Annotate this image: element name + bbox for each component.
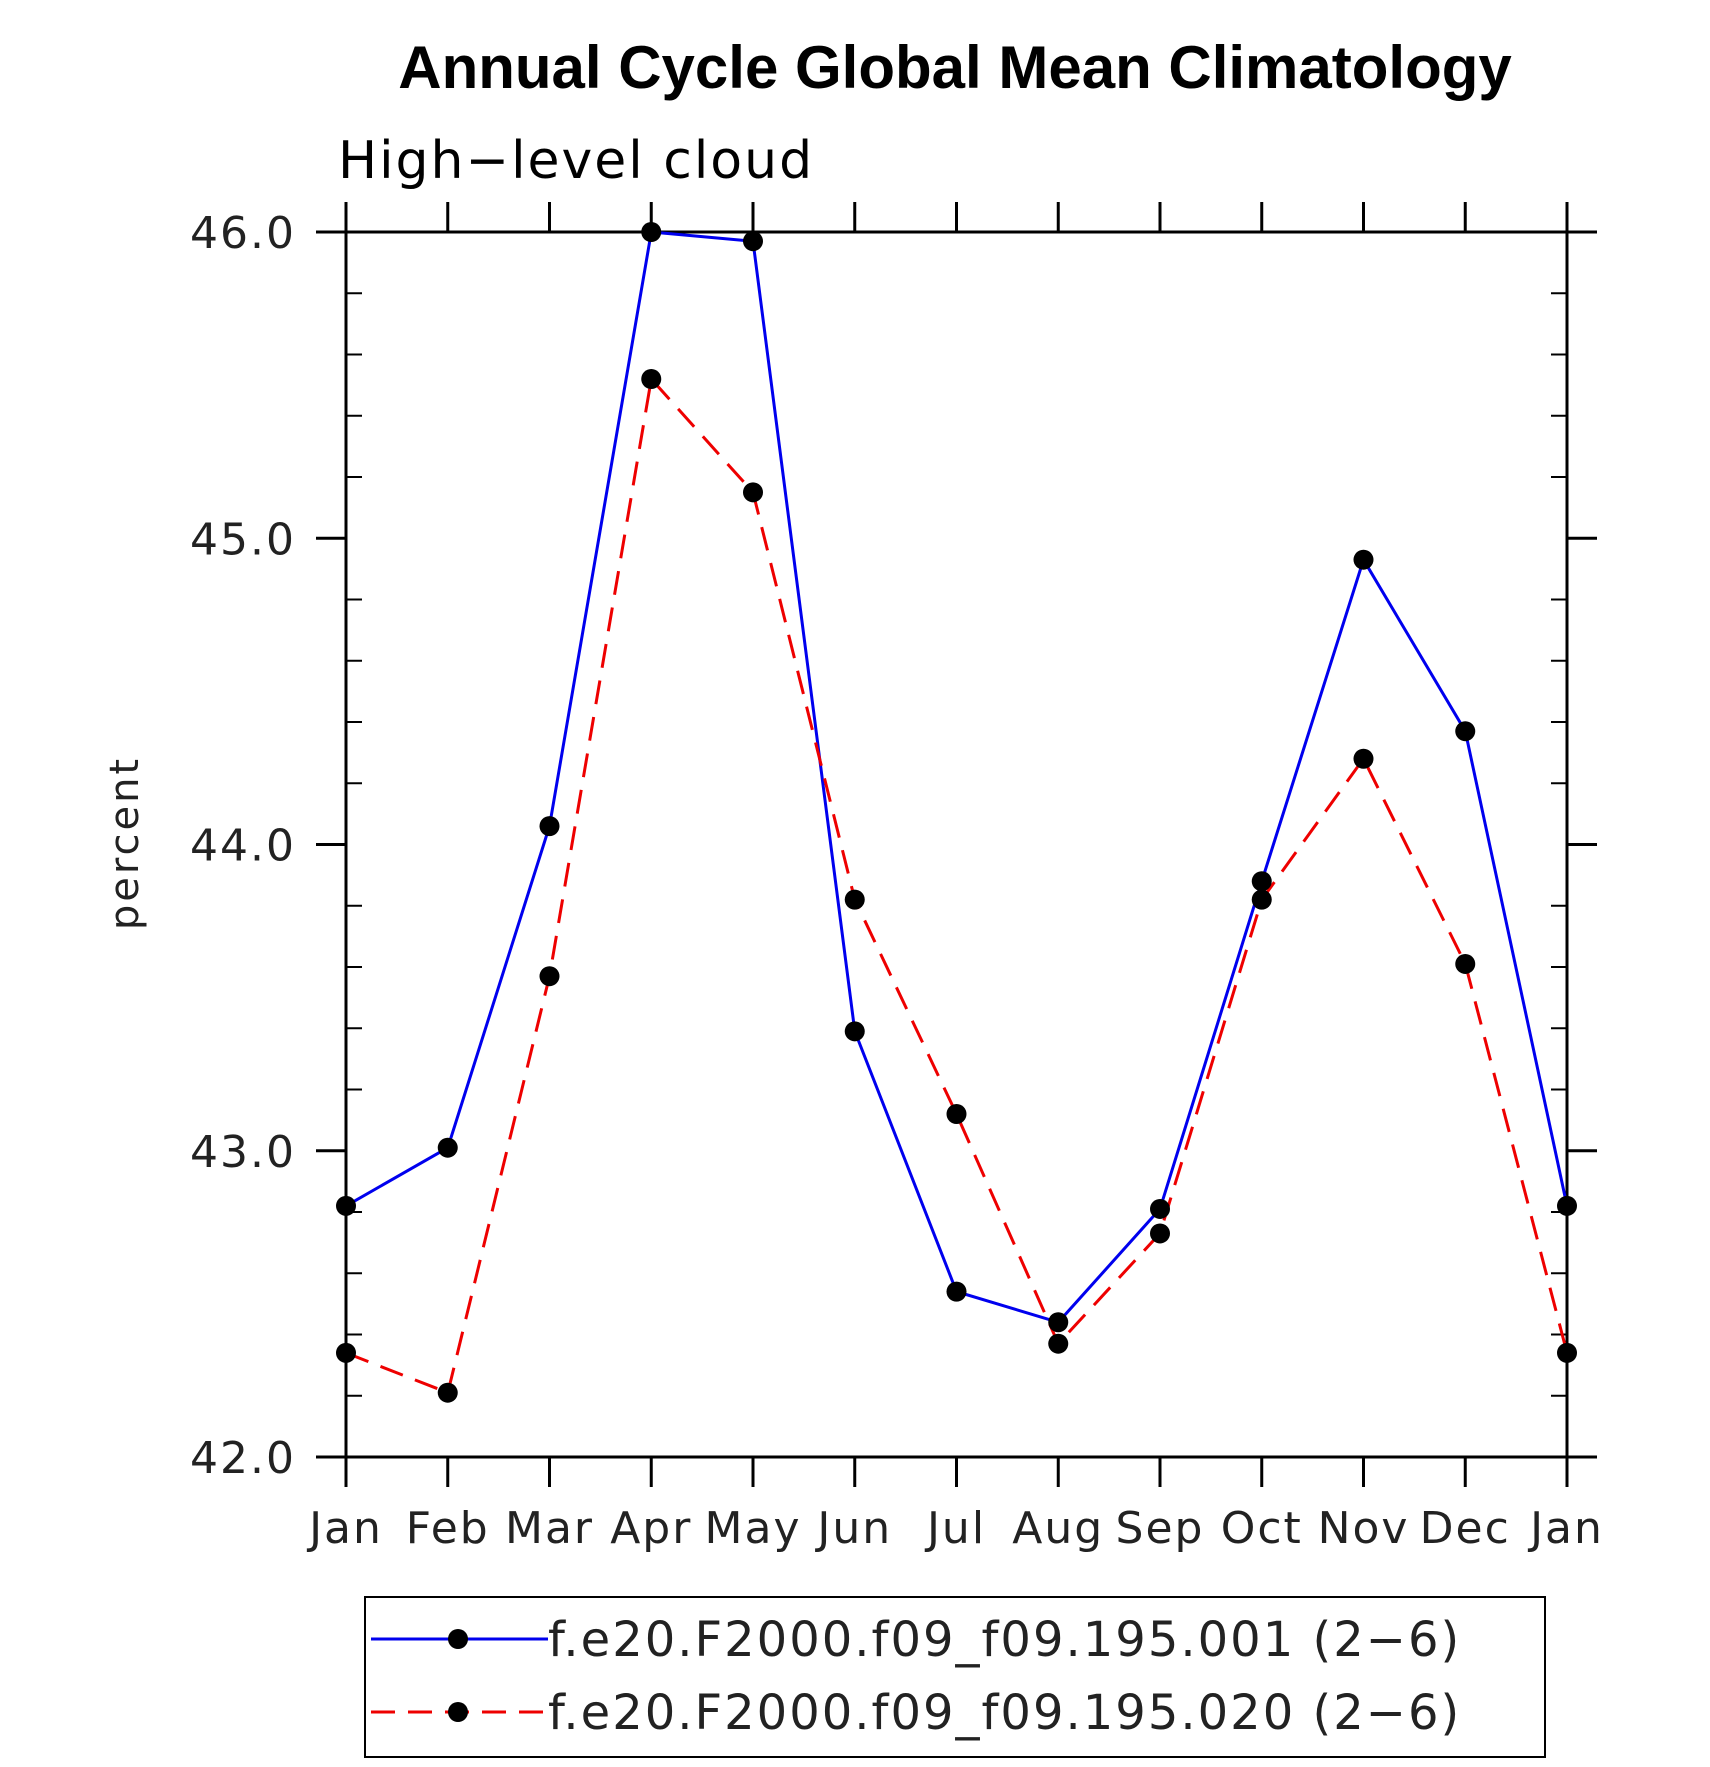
- series-1-point: [946, 1281, 967, 1302]
- x-tick-label: Jun: [814, 1503, 892, 1554]
- series-2-point: [1150, 1223, 1170, 1244]
- series-2-point: [539, 966, 560, 987]
- series-1-point: [1251, 871, 1272, 892]
- legend: f.e20.F2000.f09_f09.195.001 (2−6) f.e20.…: [364, 1596, 1546, 1758]
- y-tick-label: 42.0: [190, 1433, 296, 1484]
- series-1-point: [641, 222, 662, 242]
- legend-marker-series-1: [448, 1629, 468, 1649]
- x-tick-label: Jan: [306, 1503, 383, 1554]
- series-2-point: [946, 1104, 967, 1124]
- x-tick-label: Oct: [1221, 1503, 1303, 1554]
- series-1-point: [539, 816, 560, 837]
- series-1-point: [1150, 1198, 1170, 1219]
- series-1-point: [336, 1195, 356, 1216]
- series-1-point: [844, 1021, 865, 1042]
- series-2-point: [844, 889, 865, 910]
- x-tick-label: Jan: [1527, 1503, 1604, 1554]
- x-tick-label: Nov: [1318, 1503, 1410, 1554]
- y-axis-label: percent: [102, 756, 148, 930]
- y-tick-labels: 42.0 43.0 44.0 45.0 46.0: [190, 208, 296, 1484]
- x-tick-label: Aug: [1012, 1503, 1104, 1554]
- legend-box: [364, 1596, 1546, 1758]
- x-tick-label: Mar: [505, 1503, 594, 1554]
- y-tick-label: 44.0: [190, 821, 296, 872]
- plot-frame: [344, 230, 1569, 1459]
- y-tick-label: 45.0: [190, 514, 296, 565]
- axis-ticks: [316, 202, 1597, 1487]
- x-tick-label: Jul: [924, 1503, 986, 1554]
- y-tick-label: 46.0: [190, 208, 296, 259]
- series-1-point: [743, 231, 763, 252]
- x-tick-label: Sep: [1116, 1503, 1205, 1554]
- chart-title: Annual Cycle Global Mean Climatology: [398, 34, 1512, 101]
- x-tick-label: Feb: [406, 1503, 490, 1554]
- x-tick-labels: Jan Feb Mar Apr May Jun Jul Aug Sep Oct Nov Dec Jan: [306, 1503, 1604, 1554]
- series-1-point: [1557, 1195, 1577, 1216]
- x-tick-label: Dec: [1420, 1503, 1511, 1554]
- series-2-point: [1048, 1333, 1069, 1354]
- chart-subtitle: High−level cloud: [338, 131, 814, 191]
- series-2-point: [641, 369, 662, 389]
- series-2-point: [437, 1382, 458, 1403]
- series-2-point: [1353, 748, 1374, 769]
- series-1-point: [1048, 1312, 1069, 1333]
- legend-marker-series-2: [448, 1702, 468, 1722]
- series-layer: [336, 222, 1577, 1403]
- x-tick-label: May: [705, 1503, 802, 1554]
- series-2-point: [336, 1342, 356, 1363]
- x-tick-label: Apr: [610, 1503, 692, 1554]
- series-2-point: [1557, 1342, 1577, 1363]
- series-1-point: [1455, 721, 1476, 742]
- series-2-point: [1455, 953, 1476, 974]
- series-2-point: [1251, 889, 1272, 910]
- series-2-point: [743, 482, 763, 503]
- series-1-point: [437, 1137, 458, 1158]
- legend-label-series-2: f.e20.F2000.f09_f09.195.020 (2−6): [548, 1685, 1461, 1741]
- y-tick-label: 43.0: [190, 1127, 296, 1178]
- series-line-1: [345, 230, 1569, 1325]
- series-1-point: [1353, 549, 1374, 570]
- legend-label-series-1: f.e20.F2000.f09_f09.195.001 (2−6): [548, 1612, 1461, 1668]
